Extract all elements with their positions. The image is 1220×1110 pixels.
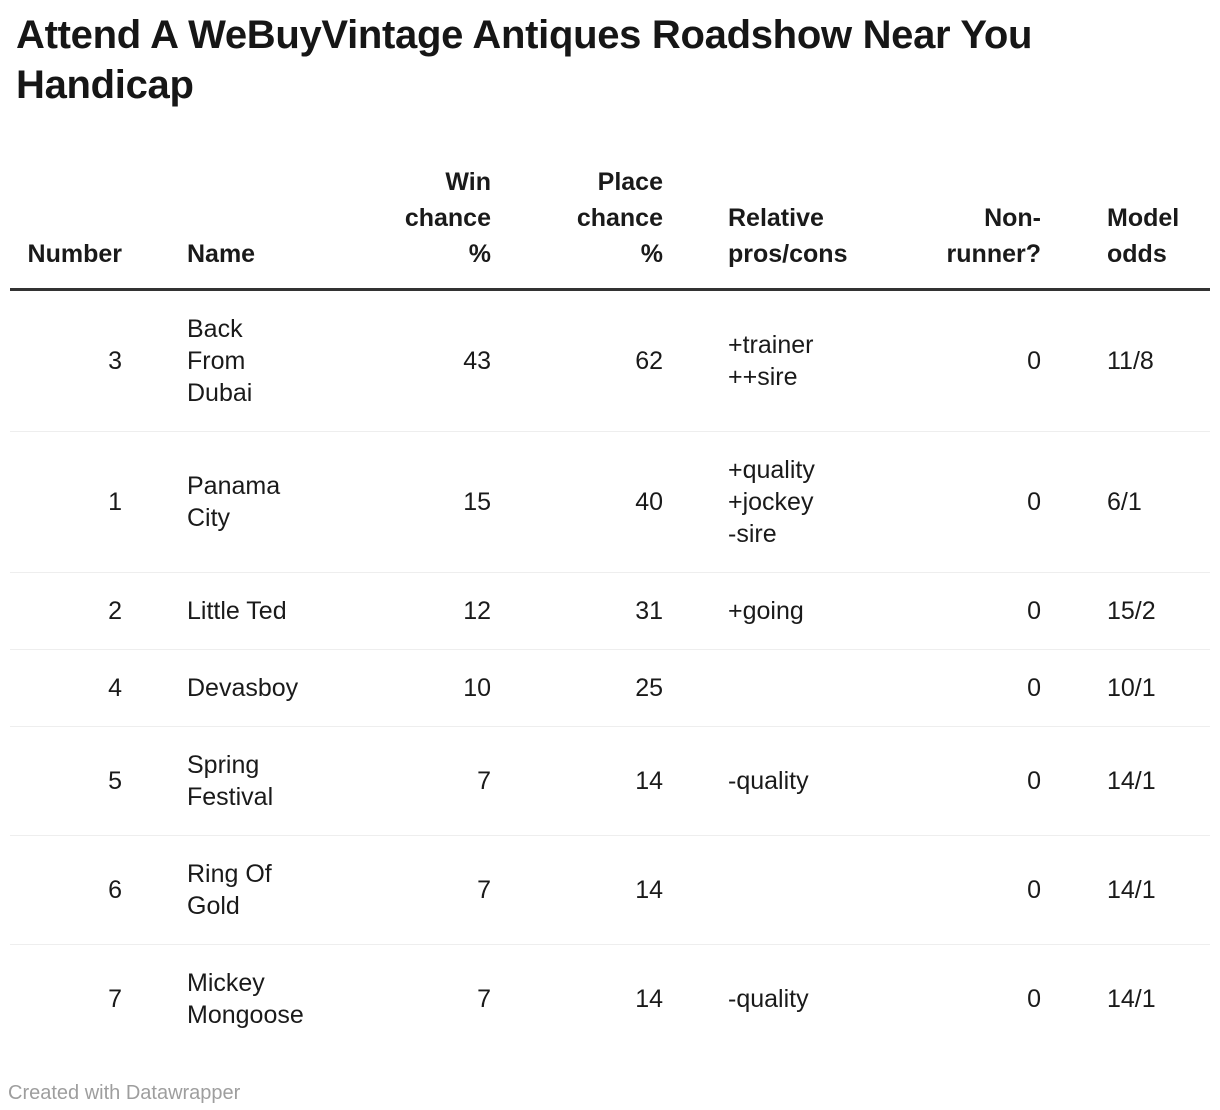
- cell-win-chance: 10: [311, 649, 491, 727]
- cell-win-chance: 43: [311, 289, 491, 432]
- horse-odds-table: Number Name Win chance % Place chance % …: [10, 156, 1210, 1053]
- cell-name: Little Ted: [122, 572, 311, 650]
- cell-name: Devasboy: [122, 649, 311, 727]
- cell-number: 4: [10, 649, 122, 727]
- cell-place-chance: 14: [491, 726, 663, 836]
- cell-non-runner: 0: [848, 649, 1041, 727]
- cell-win-chance: 7: [311, 835, 491, 945]
- table-row: 1 Panama City 15 40 +quality +jockey -si…: [10, 431, 1210, 573]
- cell-pros-cons: [663, 649, 848, 727]
- cell-model-odds: 6/1: [1041, 431, 1210, 573]
- cell-name: Back From Dubai: [122, 289, 311, 432]
- table-row: 4 Devasboy 10 25 0 10/1: [10, 649, 1210, 727]
- cell-non-runner: 0: [848, 726, 1041, 836]
- cell-name: Mickey Mongoose: [187, 969, 304, 1029]
- column-header-place-chance: Place chance %: [491, 156, 663, 291]
- cell-name: Panama City: [122, 431, 311, 573]
- cell-pros-cons: +quality +jockey -sire: [663, 431, 848, 573]
- column-header-non-runner: Non- runner?: [848, 156, 1041, 291]
- column-header-win-chance: Win chance %: [311, 156, 491, 291]
- cell-model-odds: 14/1: [1041, 726, 1210, 836]
- table-body: 3 Back From Dubai 43 62 +trainer ++sire …: [10, 289, 1210, 1054]
- table-row: 2 Little Ted 12 31 +going 0 15/2: [10, 572, 1210, 650]
- page-title: Attend A WeBuyVintage Antiques Roadshow …: [16, 13, 1033, 107]
- table-row: 7 Mickey Mongoose 7 14 -quality 0 14/1: [10, 945, 1210, 1054]
- column-header-pros-cons: Relative pros/cons: [663, 156, 848, 291]
- cell-model-odds: 10/1: [1041, 649, 1210, 727]
- column-header-number: Number: [10, 156, 122, 291]
- cell-model-odds: 11/8: [1041, 289, 1210, 432]
- cell-non-runner: 0: [848, 289, 1041, 432]
- cell-number: 5: [10, 726, 122, 836]
- cell-pros-cons: [663, 835, 848, 945]
- cell-number: 3: [10, 289, 122, 432]
- cell-win-chance: 15: [311, 431, 491, 573]
- cell-model-odds: 14/1: [1041, 835, 1210, 945]
- cell-place-chance: 25: [491, 649, 663, 727]
- cell-place-chance: 62: [491, 289, 663, 432]
- cell-number: 7: [108, 985, 122, 1013]
- datawrapper-credit-link[interactable]: Created with Datawrapper: [8, 1082, 241, 1104]
- cell-win-chance: 12: [311, 572, 491, 650]
- column-header-name: Name: [122, 156, 311, 291]
- cell-place-chance: 14: [635, 985, 663, 1013]
- cell-number: 1: [10, 431, 122, 573]
- cell-pros-cons: +trainer ++sire: [663, 289, 848, 432]
- cell-pros-cons: -quality: [663, 726, 848, 836]
- cell-place-chance: 40: [491, 431, 663, 573]
- cell-model-odds: 14/1: [1107, 985, 1156, 1013]
- cell-name: Spring Festival: [122, 726, 311, 836]
- table-row: 6 Ring Of Gold 7 14 0 14/1: [10, 835, 1210, 945]
- cell-pros-cons: +going: [663, 572, 848, 650]
- table-header-row: Number Name Win chance % Place chance % …: [10, 156, 1210, 291]
- table-row: 5 Spring Festival 7 14 -quality 0 14/1: [10, 726, 1210, 836]
- cell-non-runner: 0: [848, 835, 1041, 945]
- cell-number: 6: [10, 835, 122, 945]
- cell-non-runner: 0: [848, 572, 1041, 650]
- cell-pros-cons: -quality: [728, 985, 809, 1013]
- column-header-model-odds: Model odds: [1041, 156, 1210, 291]
- cell-non-runner: 0: [848, 431, 1041, 573]
- cell-place-chance: 31: [491, 572, 663, 650]
- cell-place-chance: 14: [491, 835, 663, 945]
- cell-win-chance: 7: [311, 726, 491, 836]
- table-row: 3 Back From Dubai 43 62 +trainer ++sire …: [10, 289, 1210, 432]
- cell-number: 2: [10, 572, 122, 650]
- cell-name: Ring Of Gold: [122, 835, 311, 945]
- cell-model-odds: 15/2: [1041, 572, 1210, 650]
- cell-non-runner: 0: [1027, 985, 1041, 1013]
- cell-win-chance: 7: [477, 985, 491, 1013]
